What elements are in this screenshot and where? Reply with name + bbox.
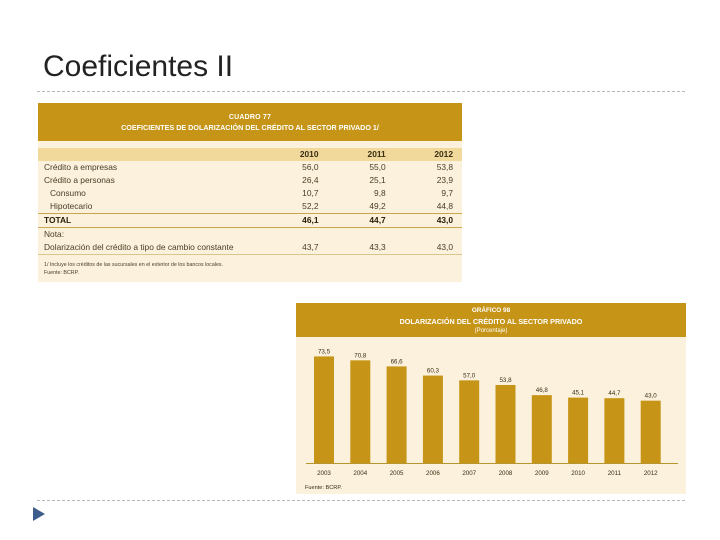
chart-label: GRÁFICO 98	[471, 307, 511, 314]
cell: 44,7	[327, 213, 395, 228]
table-row: Crédito a empresas 56,0 55,0 53,8	[38, 161, 462, 174]
coefficients-table: 2010 2011 2012 Crédito a empresas 56,0 5…	[38, 148, 462, 268]
bar-2003	[314, 356, 334, 463]
chart-header: GRÁFICO 98 DOLARIZACIÓN DEL CRÉDITO AL S…	[296, 303, 686, 337]
data-label-2008: 53,8	[499, 377, 512, 384]
bar-chart: 73,5 2003 70,8 2004 66,6 2005 60,3 2006 57,0 2007…	[305, 348, 678, 491]
data-label-2004: 70,8	[354, 352, 367, 359]
x-tick-label-2004: 2004	[353, 470, 367, 477]
chart-title: DOLARIZACIÓN DEL CRÉDITO AL SECTOR PRIVA…	[399, 317, 583, 326]
bar-2011	[604, 398, 625, 463]
cell: 23,9	[436, 175, 453, 185]
data-label-2010: 45,1	[572, 390, 585, 397]
top-divider	[37, 91, 685, 92]
table-row: Crédito a personas 26,4 25,1 23,9	[38, 174, 462, 187]
x-tick-label-2007: 2007	[462, 470, 476, 477]
cell: 43,0	[436, 242, 453, 252]
bar-2007	[459, 380, 480, 463]
x-tick-label-2005: 2005	[390, 470, 404, 477]
slide-title: Coeficientes II	[43, 50, 234, 83]
x-tick-label-2003: 2003	[317, 470, 331, 477]
x-tick-label-2010: 2010	[571, 470, 585, 477]
bar-2004	[350, 360, 371, 463]
row-label: Dolarización del crédito a tipo de cambi…	[44, 242, 234, 252]
table-row: Consumo 10,7 9,8 9,7	[38, 187, 462, 200]
table-title: COEFICIENTES DE DOLARIZACIÓN DEL CRÉDITO…	[121, 123, 379, 132]
bar-2008	[495, 384, 516, 463]
bar-2012	[640, 400, 661, 463]
chart-source: Fuente: BCRP.	[305, 485, 342, 491]
row-label: Crédito a empresas	[44, 162, 118, 172]
cell: 43,0	[394, 213, 462, 228]
table-source: Fuente: BCRP.	[44, 270, 79, 276]
cell: 53,8	[436, 162, 453, 172]
cell: 10,7	[302, 188, 319, 198]
x-tick-label-2012: 2012	[644, 470, 658, 477]
cell: 25,1	[369, 175, 386, 185]
row-label: Crédito a personas	[44, 175, 115, 185]
year-2011: 2011	[327, 148, 395, 161]
row-label: Hipotecario	[50, 201, 93, 211]
bottom-divider	[37, 500, 685, 501]
note-row: Nota:	[38, 228, 462, 242]
x-tick-label-2011: 2011	[608, 470, 622, 477]
year-2010: 2010	[260, 148, 328, 161]
play-arrow-icon	[33, 507, 45, 521]
bar-2005	[386, 366, 407, 463]
data-label-2009: 46,8	[536, 387, 549, 394]
dollarization-table-card: CUADRO 77 COEFICIENTES DE DOLARIZACIÓN D…	[38, 103, 462, 282]
x-tick-label-2006: 2006	[426, 470, 440, 477]
x-tick-label-2008: 2008	[499, 470, 513, 477]
cell: 49,2	[369, 201, 386, 211]
bar-2009	[531, 395, 552, 463]
row-label: TOTAL	[38, 213, 261, 228]
data-label-2011: 44,7	[608, 390, 621, 397]
cell: 43,7	[302, 242, 319, 252]
cell: 52,2	[302, 201, 319, 211]
row-label: Consumo	[50, 188, 86, 198]
cell: 26,4	[302, 175, 319, 185]
data-label-2003: 73,5	[318, 348, 331, 355]
bar-2006	[422, 375, 443, 463]
chart-subtitle: (Porcentaje)	[474, 328, 508, 334]
year-2012: 2012	[394, 148, 462, 161]
cell: 44,8	[436, 201, 453, 211]
year-header-row: 2010 2011 2012	[38, 148, 462, 161]
data-label-2007: 57,0	[463, 372, 476, 379]
data-label-2006: 60,3	[427, 368, 440, 375]
cell: 55,0	[369, 162, 386, 172]
table-row: Hipotecario 52,2 49,2 44,8	[38, 200, 462, 214]
data-label-2005: 66,6	[391, 358, 404, 365]
bar-2010	[568, 397, 589, 463]
table-row: Dolarización del crédito a tipo de cambi…	[38, 241, 462, 255]
total-row: TOTAL 46,1 44,7 43,0	[38, 213, 462, 228]
data-label-2012: 43,0	[645, 393, 658, 400]
table-header: CUADRO 77 COEFICIENTES DE DOLARIZACIÓN D…	[38, 103, 462, 141]
table-footnote: 1/ Incluye los créditos de las sucursale…	[44, 262, 224, 268]
x-tick-label-2009: 2009	[535, 470, 549, 477]
cell: 56,0	[302, 162, 319, 172]
cell: 46,1	[260, 213, 328, 228]
row-label: Nota:	[44, 229, 65, 239]
cell: 9,7	[441, 188, 453, 198]
dollarization-chart-card: GRÁFICO 98 DOLARIZACIÓN DEL CRÉDITO AL S…	[296, 303, 686, 494]
table-label: CUADRO 77	[228, 114, 272, 121]
cell: 43,3	[369, 242, 386, 252]
cell: 9,8	[374, 188, 386, 198]
